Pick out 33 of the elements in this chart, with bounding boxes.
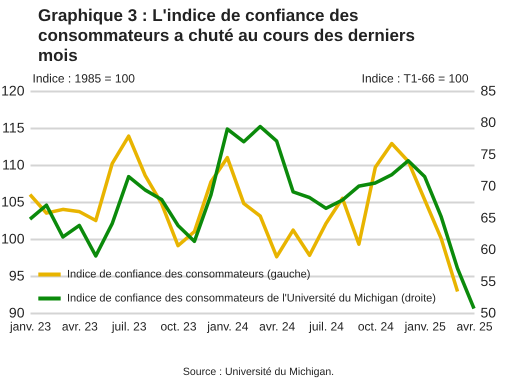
legend-label: Indice de confiance des consommateurs (gauche) xyxy=(67,268,310,280)
y2-tick-label: 65 xyxy=(480,209,496,226)
y-axis-title: Indice : 1985 = 100 xyxy=(32,72,136,86)
y2-tick-label: 75 xyxy=(480,146,496,162)
y2-axis-title: Indice : T1-66 = 100 xyxy=(362,72,469,86)
y-tick-label: 100 xyxy=(1,230,25,246)
y-tick-label: 110 xyxy=(2,156,25,172)
y-tick-label: 90 xyxy=(8,304,25,320)
y-tick-label: 95 xyxy=(8,268,25,284)
y-tick-label: 115 xyxy=(2,120,25,136)
chart-title: Graphique 3 : L'indice de confiance des consommateurs a chuté au cours des derniers mois xyxy=(38,6,416,66)
y2-tick-label: 60 xyxy=(480,241,496,258)
x-tick-label: avr. 23 xyxy=(62,320,98,334)
x-tick-label: juil. 23 xyxy=(110,320,147,334)
x-tick-label: janv. 25 xyxy=(404,320,446,334)
x-tick-label: oct. 23 xyxy=(160,320,197,334)
x-tick-label: janv. 24 xyxy=(206,320,249,334)
legend-label: Indice de confiance des consommateurs de l'Université du Michigan (droite) xyxy=(67,292,436,304)
y2-tick-label: 55 xyxy=(480,272,496,289)
y-tick-label: 105 xyxy=(1,194,25,210)
y-tick-label: 120 xyxy=(1,82,25,98)
x-tick-label: avr. 24 xyxy=(259,320,296,334)
x-tick-label: oct. 24 xyxy=(358,320,394,334)
y2-tick-label: 85 xyxy=(480,82,496,98)
line-series xyxy=(28,134,460,294)
y2-tick-label: 70 xyxy=(480,178,496,194)
x-tick-label: janv. 23 xyxy=(8,320,52,334)
source-note: Source : Université du Michigan. xyxy=(182,366,336,378)
x-tick-label: juil. 24 xyxy=(308,320,344,334)
line-series xyxy=(28,124,476,310)
y2-tick-label: 50 xyxy=(480,304,496,320)
x-tick-label: avr. 25 xyxy=(456,320,493,334)
y2-tick-label: 80 xyxy=(480,114,496,130)
